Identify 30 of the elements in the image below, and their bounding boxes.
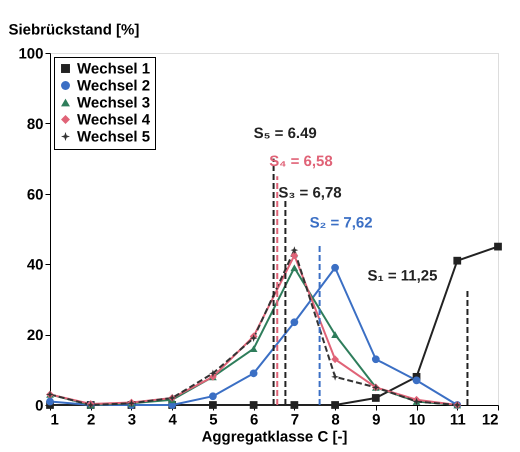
ref-line-label: S₃ = 6,78 [278,184,342,202]
y-tick-label: 40 [26,256,44,274]
legend-label: Wechsel 1 [77,60,150,78]
y-tick-label: 0 [35,398,44,414]
y-tick-label: 100 [18,46,44,62]
x-tick-label: 4 [168,412,178,428]
x-tick-label: 2 [87,412,96,428]
ref-line-label: S₁ = 11,25 [367,267,438,284]
legend-label: Wechsel 4 [77,112,151,128]
x-tick-label: 8 [331,412,340,428]
x-axis-title: Aggregatklasse C [-] [202,428,348,446]
y-tick-label: 60 [26,186,44,204]
legend-label: Wechsel 5 [77,128,150,146]
legend-label: Wechsel 3 [77,94,150,112]
ref-line-label: S₂ = 7,62 [310,214,373,232]
x-tick-label: 10 [408,412,426,428]
x-tick-label: 9 [372,412,380,428]
ref-line-label: S₄ = 6,58 [269,152,333,170]
y-axis-title: Siebrückstand [%] [8,22,140,38]
x-tick-label: 12 [482,412,498,428]
x-tick-label: 5 [209,412,218,428]
ref-line-label: S₅ = 6.49 [254,124,317,142]
y-tick-label: 80 [26,116,44,133]
x-tick-label: 7 [290,412,300,428]
x-tick-label: 6 [250,412,258,428]
legend-label: Wechsel 2 [77,78,150,94]
x-tick-label: 1 [50,412,59,428]
x-tick-label: 3 [128,412,136,428]
x-tick-label: 11 [450,412,466,428]
y-tick-label: 20 [26,327,44,344]
